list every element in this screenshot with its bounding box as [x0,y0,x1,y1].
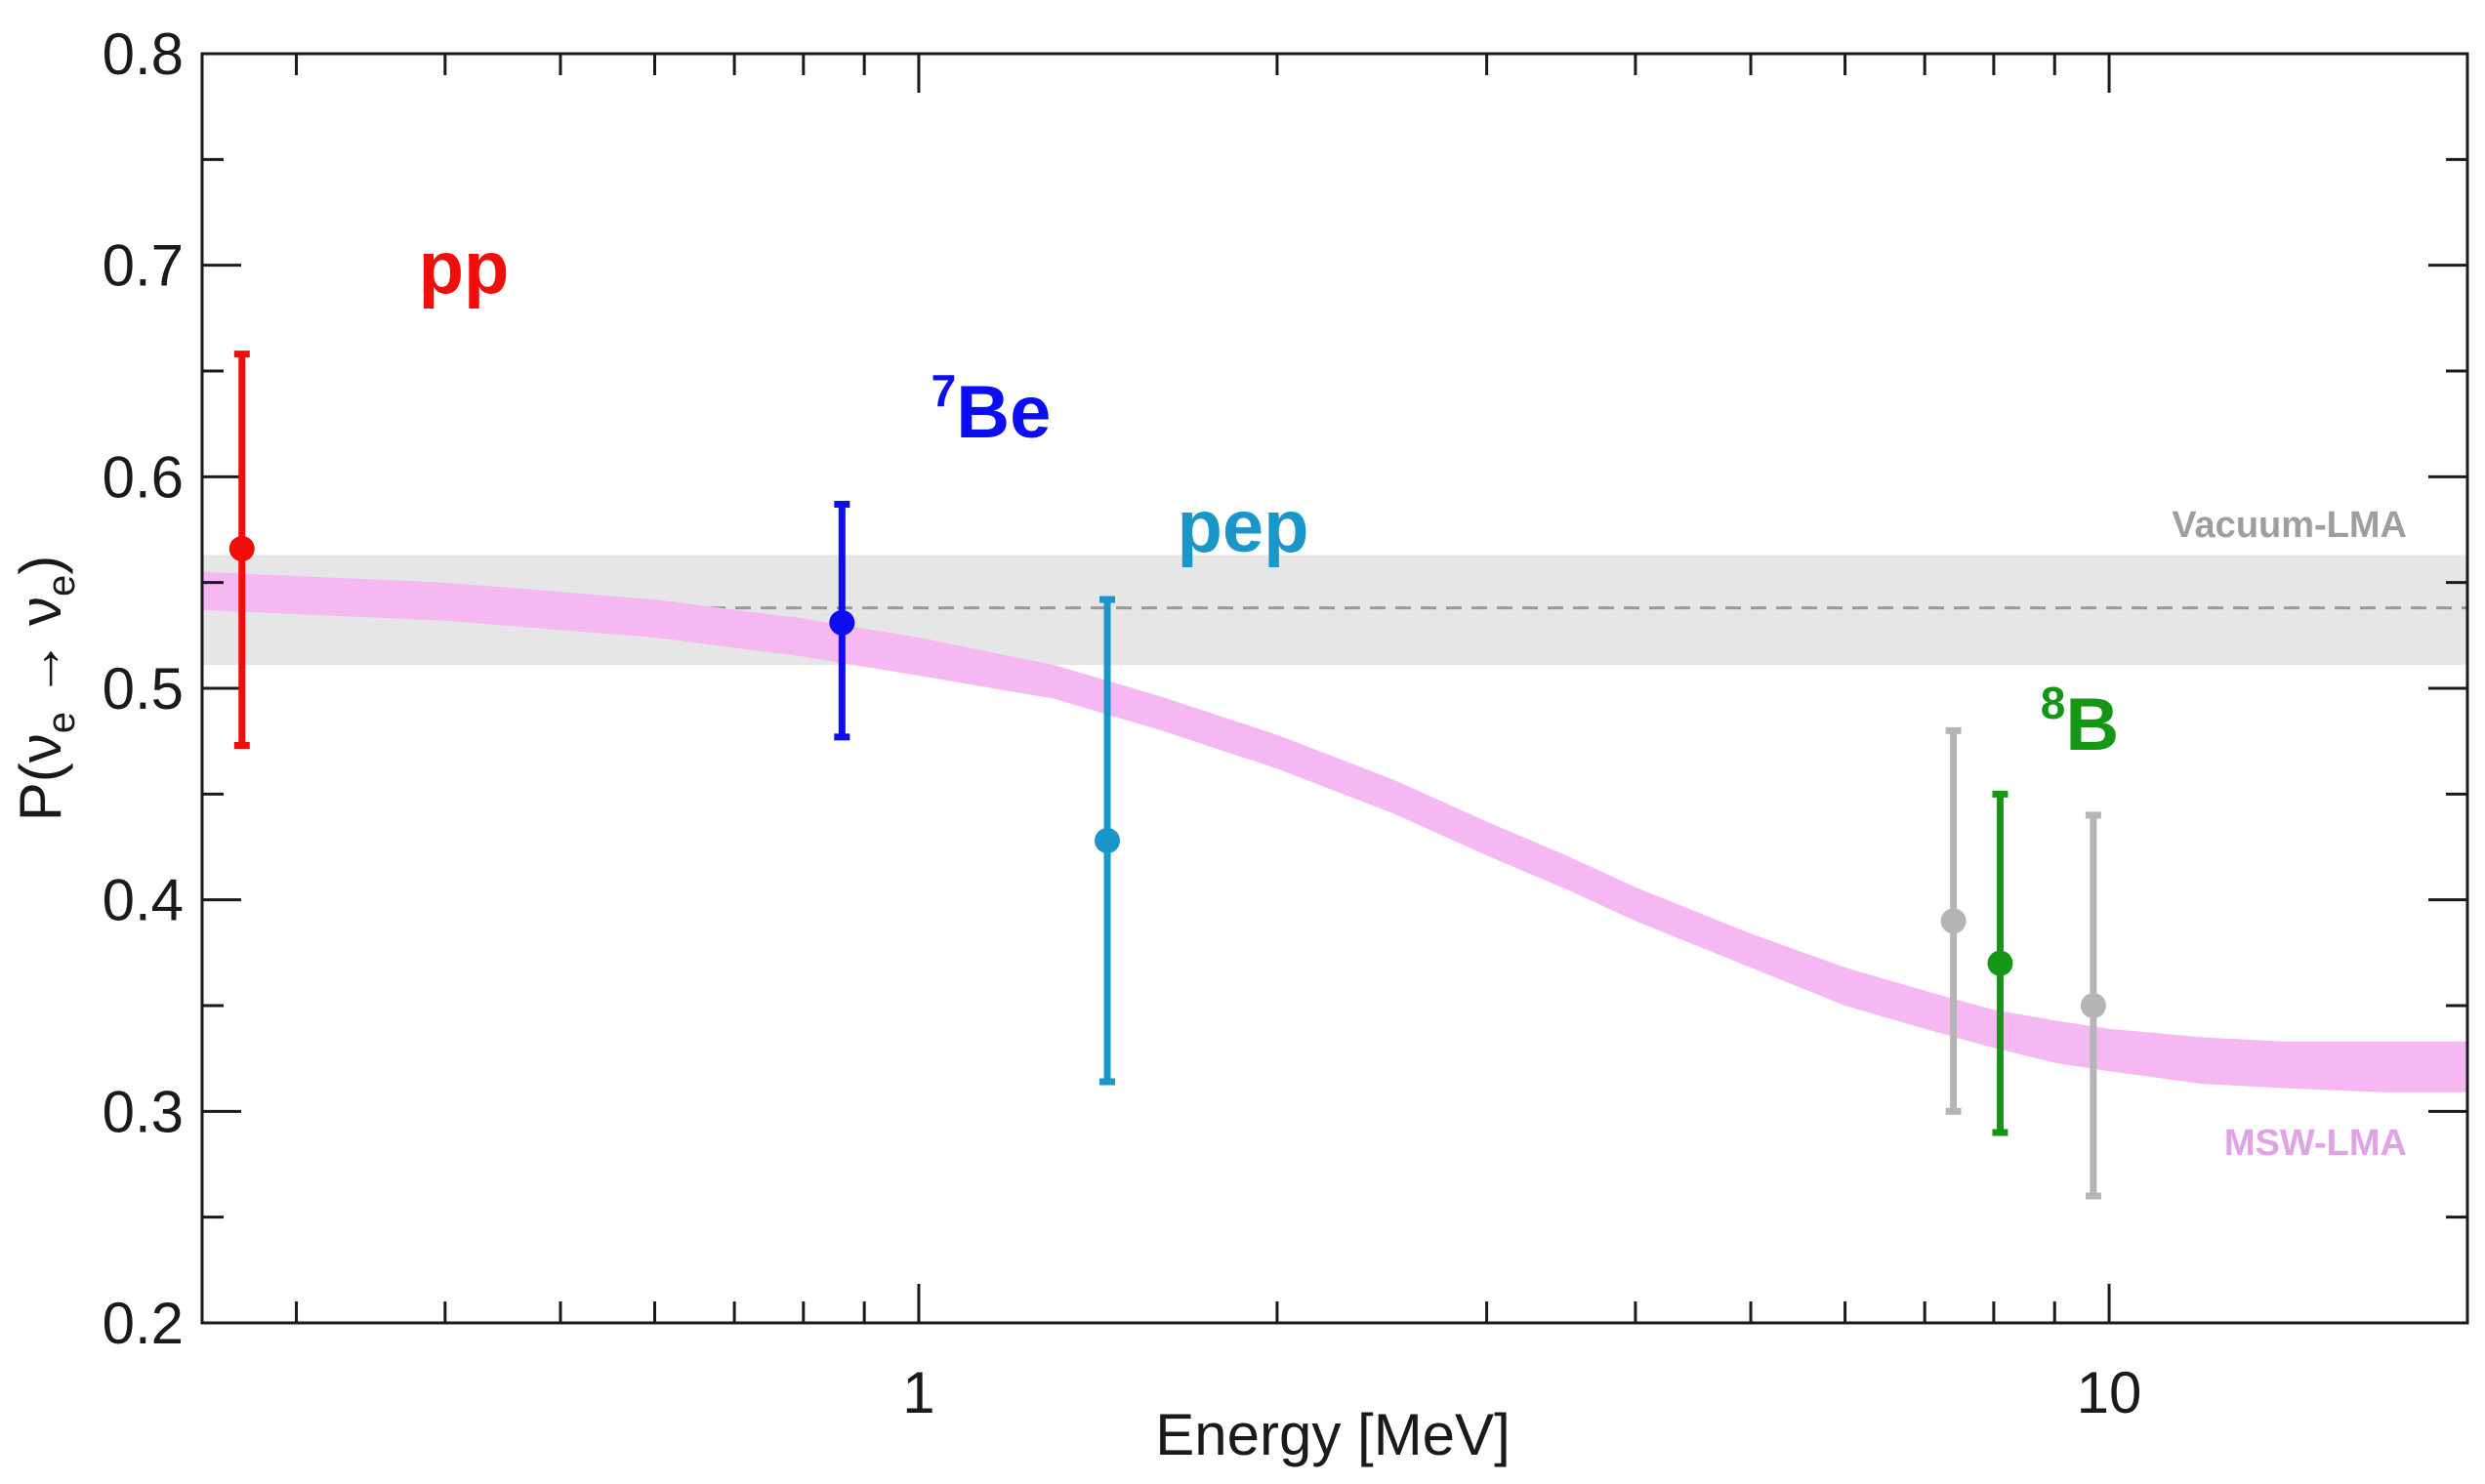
marker [228,536,255,561]
point-pep [1095,596,1121,1086]
y-tick-label: 0.4 [103,868,184,933]
label-pp: pp [419,227,510,309]
ticks [202,52,2469,1325]
y-tick-label: 0.3 [103,1079,184,1144]
marker [1987,950,2013,976]
point-8B-gray-1 [1940,726,1967,1115]
y-tick-label: 0.2 [103,1291,184,1356]
msw-lma-label: MSW-LMA [2224,1123,2407,1164]
plot-frame [200,52,2469,1325]
x-tick-label: 1 [902,1360,934,1425]
label-7Be: 7Be [932,365,1052,454]
point-8B [1987,790,2013,1136]
point-7Be [829,501,855,741]
y-tick-label: 0.8 [103,21,184,87]
x-tick-label: 10 [2077,1360,2142,1425]
annotations: pp 7Be pep 8B Vacuum-LMA MSW-LMA [419,227,2407,1164]
plot-area: pp 7Be pep 8B Vacuum-LMA MSW-LMA [200,52,2469,1325]
point-pp [228,350,255,749]
data-points [228,350,2106,1200]
vacuum-lma-label: Vacuum-LMA [2172,505,2407,546]
x-axis: 1 10 Energy [MeV] [902,1360,2141,1467]
y-tick-label: 0.7 [103,233,184,299]
marker [1940,908,1967,934]
msw-lma-band [202,571,2467,1092]
marker [2080,993,2106,1018]
y-tick-label: 0.6 [103,444,184,510]
y-tick-label: 0.5 [103,656,184,721]
label-pep: pep [1177,485,1308,568]
x-axis-title: Energy [MeV] [1155,1402,1511,1467]
bands [202,555,2467,1092]
y-axis-title: P(νe→νe) [8,556,83,821]
label-8B: 8B [2041,678,2119,766]
y-axis: 0.2 0.3 0.4 0.5 0.6 0.7 0.8 P(νe→νe) [8,21,184,1356]
marker [829,609,855,636]
point-8B-gray-2 [2080,811,2106,1200]
marker [1095,828,1121,853]
